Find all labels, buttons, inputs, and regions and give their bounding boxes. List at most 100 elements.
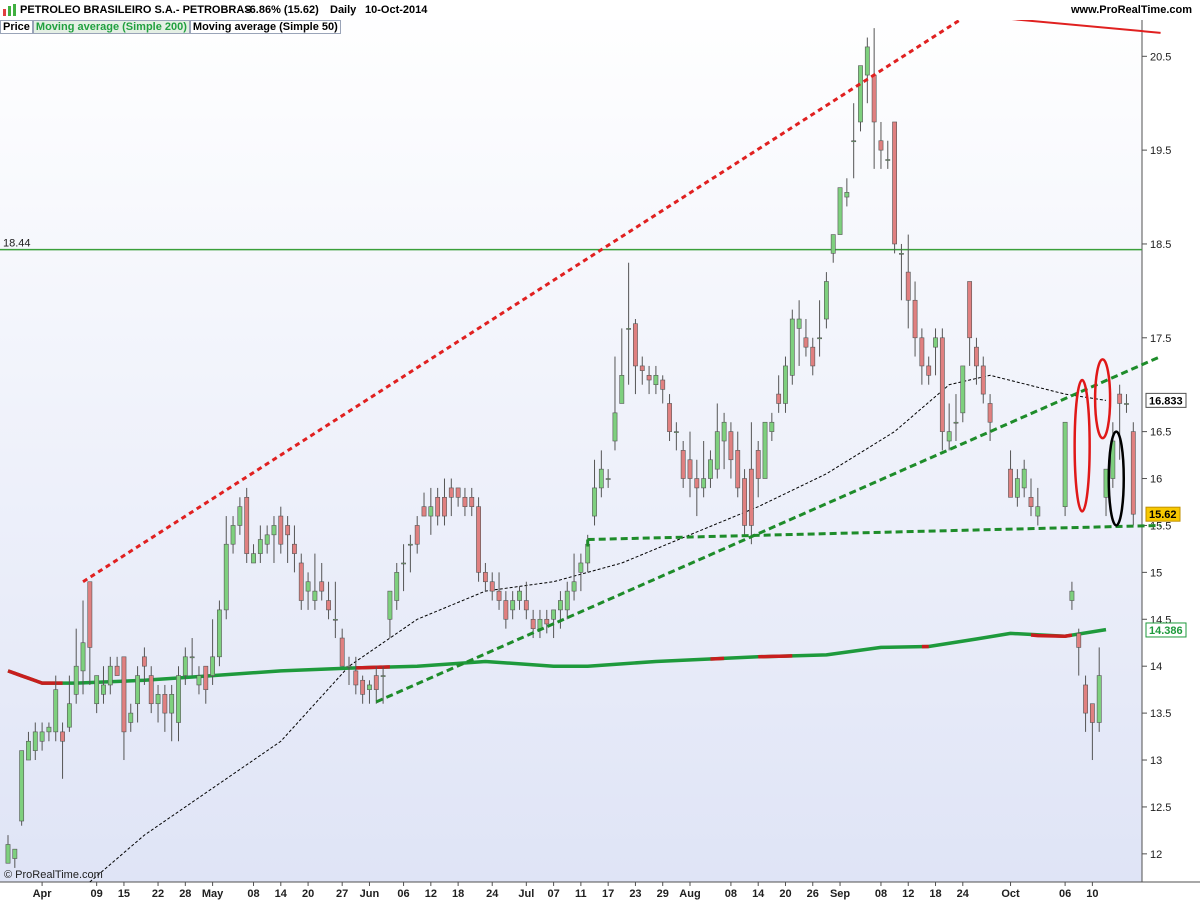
candle[interactable] [667, 394, 672, 441]
candle[interactable] [210, 619, 215, 685]
candle[interactable] [476, 497, 481, 582]
candle[interactable] [803, 319, 809, 357]
candle[interactable] [1117, 384, 1123, 460]
candle[interactable] [728, 422, 734, 479]
candle[interactable] [762, 421, 768, 479]
candle[interactable] [517, 586, 522, 610]
candle[interactable] [1096, 647, 1102, 732]
candle[interactable] [189, 638, 195, 676]
candle[interactable] [605, 469, 611, 488]
website-link[interactable]: www.ProRealTime.com [1070, 4, 1192, 16]
candle[interactable] [1089, 703, 1095, 761]
candle[interactable] [639, 356, 645, 385]
candle[interactable] [864, 37, 870, 104]
candle[interactable] [455, 487, 461, 507]
candle[interactable] [421, 492, 427, 517]
candle[interactable] [169, 684, 175, 742]
candle[interactable] [592, 459, 597, 526]
candle[interactable] [66, 675, 72, 732]
candle[interactable] [742, 469, 747, 535]
candle[interactable] [748, 422, 754, 545]
candle[interactable] [660, 375, 666, 404]
candle[interactable] [46, 722, 52, 742]
candle[interactable] [496, 572, 502, 610]
candle[interactable] [162, 684, 168, 732]
candle[interactable] [285, 516, 291, 563]
candle[interactable] [851, 103, 857, 179]
candle[interactable] [128, 703, 134, 732]
candle[interactable] [714, 403, 720, 479]
candle[interactable] [708, 450, 713, 488]
candle[interactable] [346, 656, 352, 685]
candle[interactable] [817, 300, 822, 357]
candle[interactable] [298, 553, 304, 610]
candle[interactable] [353, 656, 359, 695]
candle[interactable] [974, 337, 979, 385]
candle[interactable] [1028, 478, 1034, 517]
candle[interactable] [1130, 422, 1136, 526]
candle[interactable] [257, 525, 263, 563]
candle[interactable] [721, 412, 727, 470]
candle[interactable] [264, 525, 270, 554]
candle[interactable] [292, 525, 297, 573]
candle[interactable] [905, 234, 911, 329]
candle[interactable] [312, 553, 318, 610]
candle[interactable] [367, 680, 372, 704]
candle[interactable] [278, 506, 284, 554]
candle[interactable] [223, 516, 229, 620]
candle[interactable] [612, 356, 618, 451]
candle[interactable] [1014, 469, 1020, 507]
candle[interactable] [482, 562, 488, 592]
candle[interactable] [653, 365, 659, 395]
candle[interactable] [107, 656, 113, 695]
candle[interactable] [626, 262, 632, 385]
candle[interactable] [53, 675, 59, 742]
candle[interactable] [489, 572, 495, 601]
candle[interactable] [1069, 581, 1075, 610]
candle[interactable] [203, 665, 209, 704]
candle[interactable] [755, 441, 761, 498]
candle[interactable] [80, 600, 86, 695]
candle[interactable] [1008, 450, 1013, 498]
candle[interactable] [319, 562, 325, 601]
candle[interactable] [503, 591, 509, 629]
candle[interactable] [380, 666, 386, 704]
candle[interactable] [673, 422, 679, 451]
candle[interactable] [32, 722, 38, 761]
candle[interactable] [510, 591, 516, 620]
candle[interactable] [326, 581, 331, 620]
candle[interactable] [387, 590, 393, 639]
candle[interactable] [633, 319, 638, 395]
candle[interactable] [939, 328, 945, 451]
candle[interactable] [619, 328, 625, 404]
candle[interactable] [148, 666, 154, 714]
candle[interactable] [155, 684, 161, 723]
candle[interactable] [1083, 675, 1088, 732]
candle[interactable] [1062, 421, 1068, 517]
candle[interactable] [810, 337, 816, 376]
candle[interactable] [885, 140, 891, 169]
legend-ma200[interactable]: Moving average (Simple 200) [32, 20, 190, 34]
candle[interactable] [305, 572, 311, 610]
candle[interactable] [19, 750, 25, 826]
candle[interactable] [1124, 394, 1129, 413]
candle[interactable] [783, 356, 788, 413]
candle[interactable] [12, 848, 18, 868]
candle[interactable] [87, 581, 93, 685]
candle[interactable] [858, 65, 863, 132]
candle[interactable] [121, 656, 127, 761]
candle[interactable] [435, 487, 441, 526]
candle[interactable] [469, 487, 475, 517]
candle[interactable] [237, 497, 243, 535]
candle[interactable] [230, 516, 236, 554]
candle[interactable] [394, 562, 400, 610]
candle[interactable] [701, 441, 707, 498]
candle[interactable] [544, 609, 550, 634]
candle[interactable] [687, 431, 693, 498]
candle[interactable] [694, 459, 700, 517]
candle[interactable] [332, 581, 338, 639]
candle[interactable] [830, 234, 836, 263]
candle[interactable] [796, 300, 802, 366]
candle[interactable] [980, 356, 986, 404]
candle[interactable] [217, 600, 222, 667]
